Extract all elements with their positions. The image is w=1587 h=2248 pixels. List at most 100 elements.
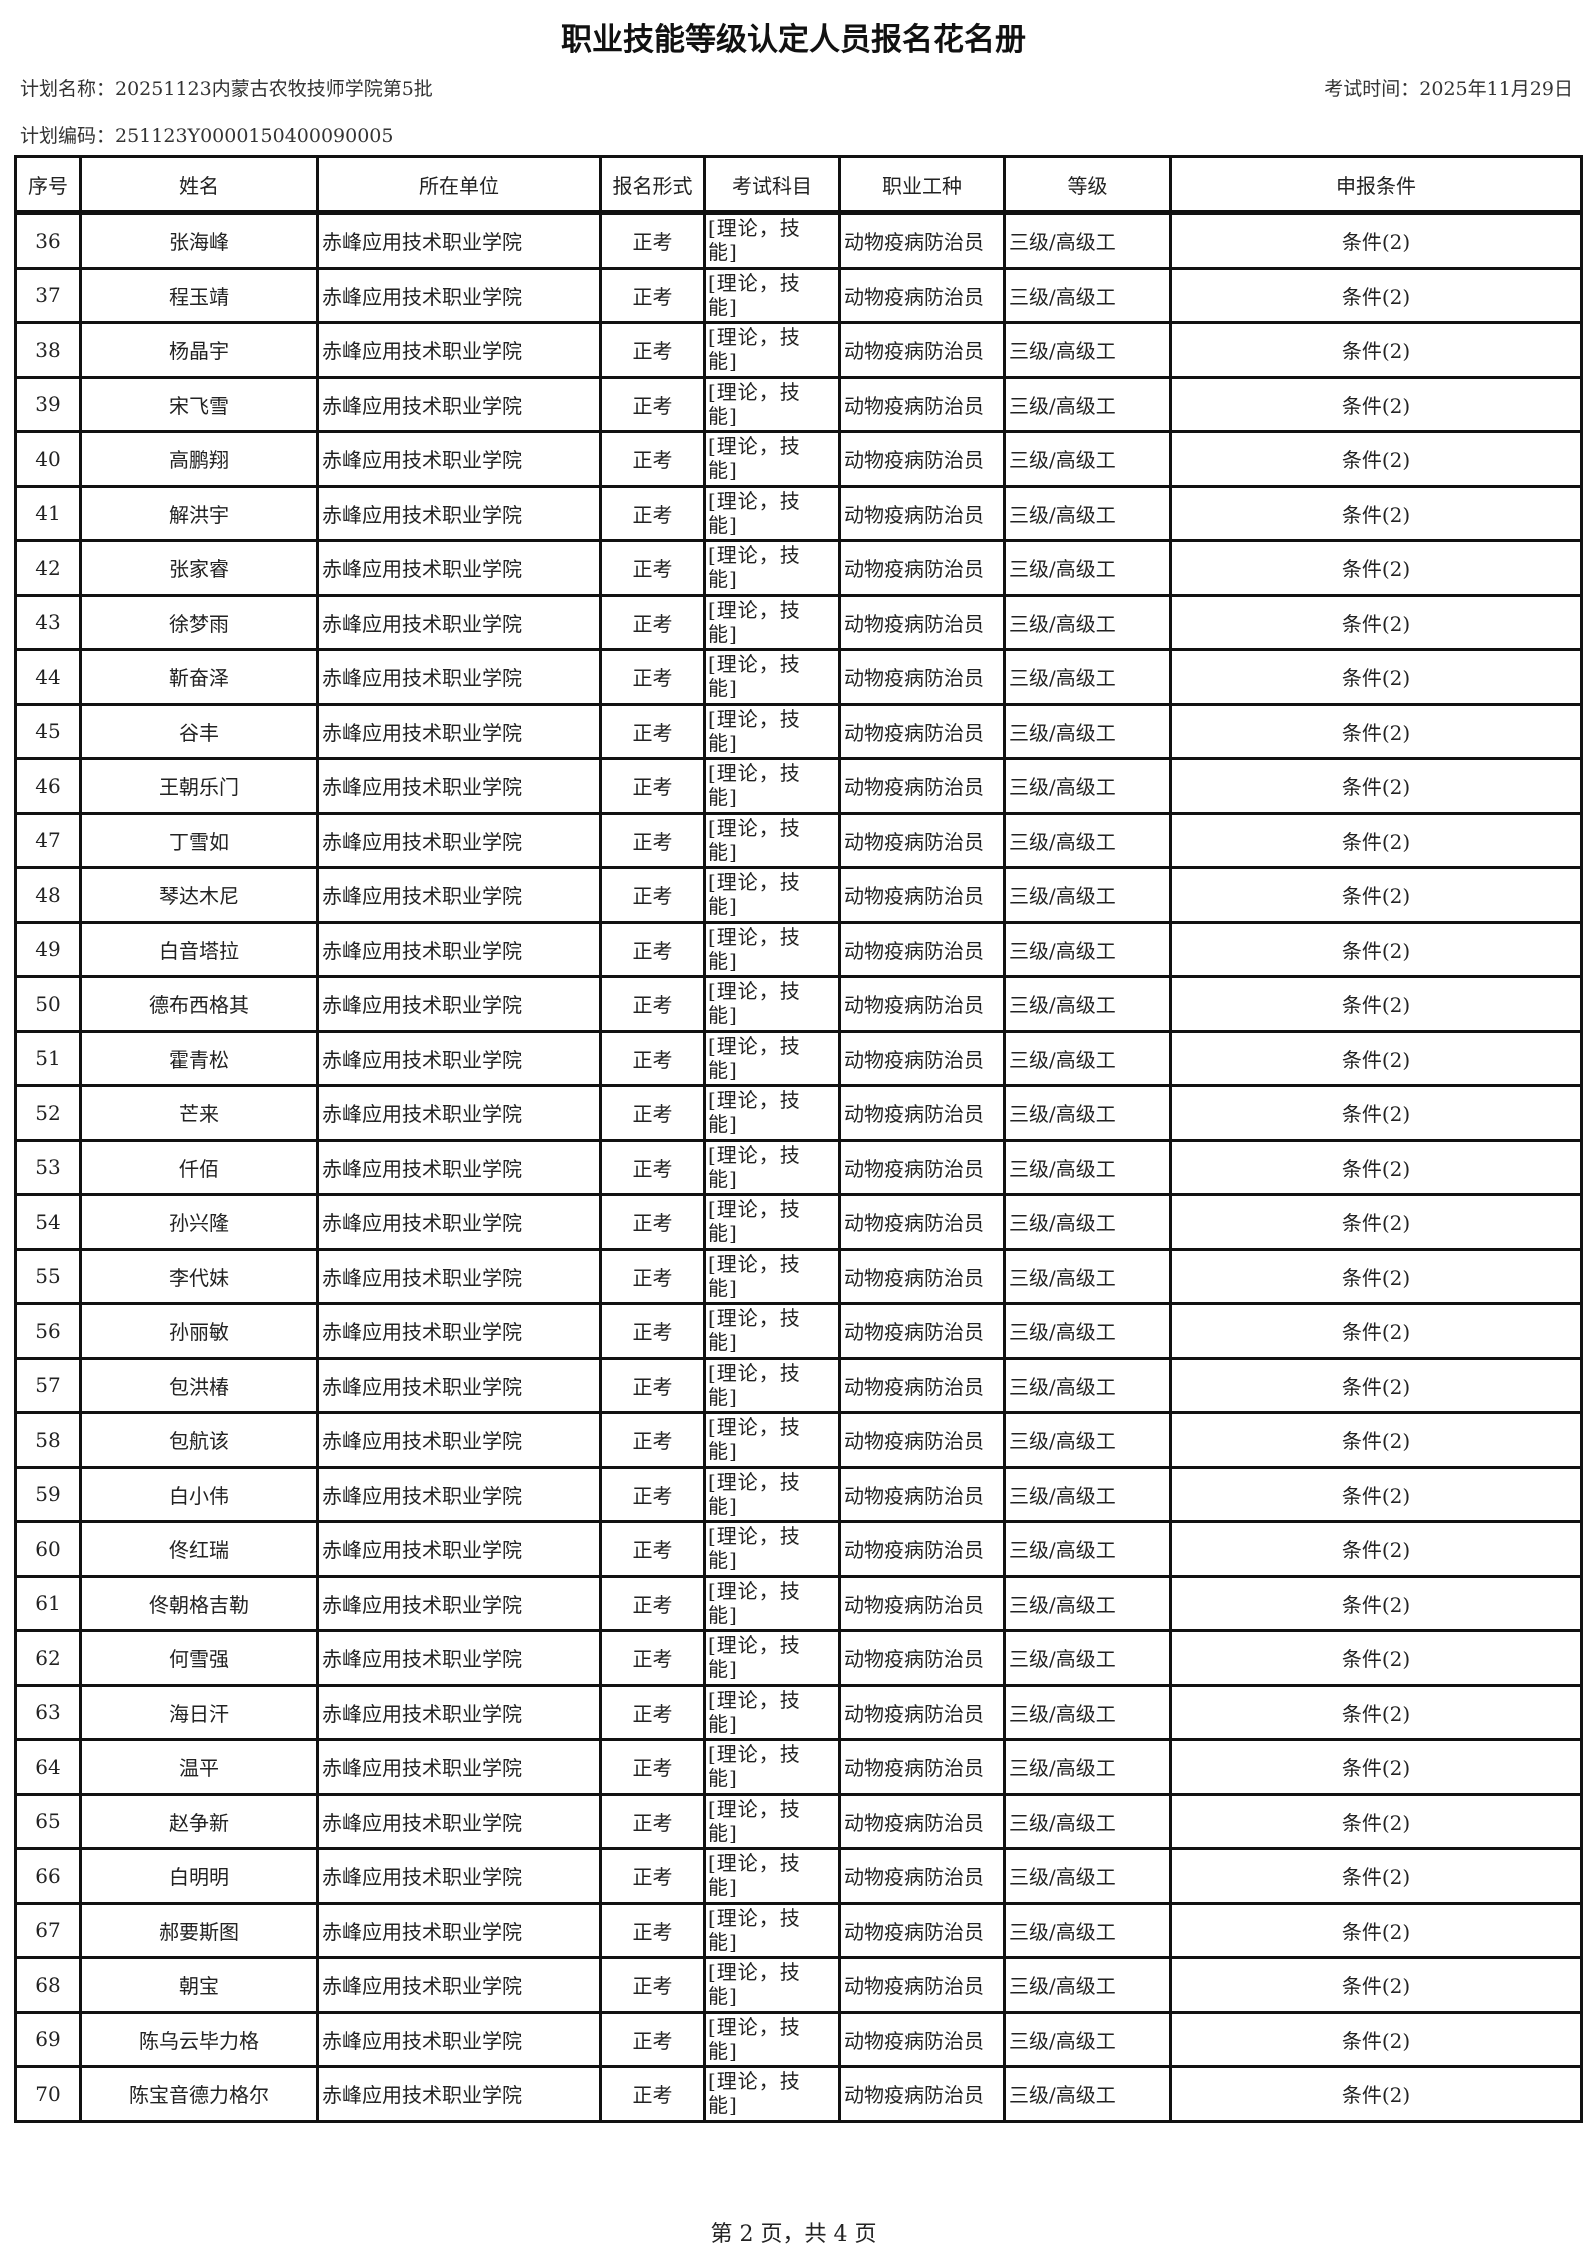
job-cell: 动物疫病防治员 [838,539,1006,597]
unit-cell: 赤峰应用技术职业学院 [316,375,602,433]
subject-text: [理论，技能] [708,1524,801,1572]
subject-cell: [理论，技能] [703,1683,841,1741]
subject-text: [理论，技能] [708,216,801,264]
job-cell: 动物疫病防治员 [838,1683,1006,1741]
table-row: 36 张海峰 赤峰应用技术职业学院 正考 [理论，技能] 动物疫病防治员 三级/高级工 条件(… [14,211,1583,270]
document-title: 职业技能等级认定人员报名花名册 [561,22,1026,58]
name-cell: 包航该 [79,1411,319,1469]
subject-cell: [理论，技能] [703,1901,841,1959]
form-cell: 正考 [599,1411,706,1469]
job-cell: 动物疫病防治员 [838,1193,1006,1251]
level-cell: 三级/高级工 [1003,975,1172,1033]
subject-text: [理论，技能] [708,979,801,1027]
form-cell: 正考 [599,1193,706,1251]
condition-cell: 条件(2) [1169,375,1583,433]
page-indicator: 第 2 页，共 4 页 [710,2222,877,2247]
subject-text: [理论，技能] [708,270,801,319]
form-cell: 正考 [599,866,706,924]
table-row: 51 霍青松 赤峰应用技术职业学院 正考 [理论，技能] 动物疫病防治员 三级/高级工 条件(… [14,1029,1583,1087]
table-row: 54 孙兴隆 赤峰应用技术职业学院 正考 [理论，技能] 动物疫病防治员 三级/高级工 条件(… [14,1193,1583,1251]
table-row: 48 琴达木尼 赤峰应用技术职业学院 正考 [理论，技能] 动物疫病防治员 三级/高级工 条件… [14,866,1583,924]
row-number: 60 [14,1520,82,1578]
unit-cell: 赤峰应用技术职业学院 [316,975,602,1033]
name-cell: 杨晶宇 [79,321,319,379]
subject-text: [理论，技能] [708,870,801,918]
condition-cell: 条件(2) [1169,1520,1583,1578]
unit-cell: 赤峰应用技术职业学院 [316,321,602,379]
row-number: 67 [14,1901,82,1959]
name-cell: 谷丰 [79,702,319,760]
unit-cell: 赤峰应用技术职业学院 [316,648,602,706]
name-cell: 仟佰 [79,1138,319,1196]
level-cell: 三级/高级工 [1003,1465,1172,1523]
condition-cell: 条件(2) [1169,266,1583,324]
header-name: 姓名 [79,155,319,214]
table-row: 68 朝宝 赤峰应用技术职业学院 正考 [理论，技能] 动物疫病防治员 三级/高级工 条件(2… [14,1956,1583,2014]
condition-cell: 条件(2) [1169,1629,1583,1687]
level-cell: 三级/高级工 [1003,811,1172,869]
subject-text: [理论，技能] [708,924,801,973]
unit-cell: 赤峰应用技术职业学院 [316,1465,602,1523]
subject-cell: [理论，技能] [703,2065,841,2123]
job-cell: 动物疫病防治员 [838,1956,1006,2014]
row-number: 46 [14,757,82,815]
condition-cell: 条件(2) [1169,1465,1583,1523]
subject-text: [理论，技能] [708,488,801,537]
row-number: 47 [14,811,82,869]
level-cell: 三级/高级工 [1003,1792,1172,1850]
condition-cell: 条件(2) [1169,2010,1583,2068]
row-number: 45 [14,702,82,760]
form-cell: 正考 [599,648,706,706]
name-cell: 白小伟 [79,1465,319,1523]
table-row: 45 谷丰 赤峰应用技术职业学院 正考 [理论，技能] 动物疫病防治员 三级/高级工 条件(2… [14,702,1583,760]
subject-cell: [理论，技能] [703,702,841,760]
row-number: 50 [14,975,82,1033]
level-cell: 三级/高级工 [1003,1193,1172,1251]
form-cell: 正考 [599,1738,706,1796]
name-cell: 张海峰 [79,211,319,270]
condition-cell: 条件(2) [1169,1084,1583,1142]
job-cell: 动物疫病防治员 [838,430,1006,488]
row-number: 65 [14,1792,82,1850]
condition-cell: 条件(2) [1169,757,1583,815]
table-row: 47 丁雪如 赤峰应用技术职业学院 正考 [理论，技能] 动物疫病防治员 三级/高级工 条件(… [14,811,1583,869]
name-cell: 霍青松 [79,1029,319,1087]
form-cell: 正考 [599,484,706,542]
table-row: 60 佟红瑞 赤峰应用技术职业学院 正考 [理论，技能] 动物疫病防治员 三级/高级工 条件(… [14,1520,1583,1578]
form-cell: 正考 [599,1084,706,1142]
level-cell: 三级/高级工 [1003,1138,1172,1196]
level-cell: 三级/高级工 [1003,1411,1172,1469]
row-number: 54 [14,1193,82,1251]
table-row: 50 德布西格其 赤峰应用技术职业学院 正考 [理论，技能] 动物疫病防治员 三级/高级工条… [14,975,1583,1033]
subject-text: [理论，技能] [708,652,801,700]
row-number: 43 [14,593,82,651]
subject-cell: [理论，技能] [703,375,841,433]
form-cell: 正考 [599,920,706,978]
level-cell: 三级/高级工 [1003,757,1172,815]
form-cell: 正考 [599,1683,706,1741]
unit-cell: 赤峰应用技术职业学院 [316,1520,602,1578]
name-cell: 陈乌云毕力格 [79,2010,319,2068]
subject-text: [理论，技能] [708,1251,801,1300]
name-cell: 李代妹 [79,1247,319,1305]
form-cell: 正考 [599,757,706,815]
job-cell: 动物疫病防治员 [838,866,1006,924]
table-row: 70 陈宝音德力格尔 赤峰应用技术职业学院 正考 [理论，技能] 动物疫病防治员 三级/高级… [14,2065,1583,2123]
row-number: 49 [14,920,82,978]
unit-cell: 赤峰应用技术职业学院 [316,211,602,270]
level-cell: 三级/高级工 [1003,1084,1172,1142]
row-number: 63 [14,1683,82,1741]
subject-cell: [理论，技能] [703,975,841,1033]
name-cell: 白音塔拉 [79,920,319,978]
table-row: 37 程玉靖 赤峰应用技术职业学院 正考 [理论，技能] 动物疫病防治员 三级/高级工 条件(… [14,266,1583,324]
table-row: 58 包航该 赤峰应用技术职业学院 正考 [理论，技能] 动物疫病防治员 三级/高级工 条件(… [14,1411,1583,1469]
name-cell: 赵争新 [79,1792,319,1850]
condition-cell: 条件(2) [1169,1792,1583,1850]
name-cell: 靳奋泽 [79,648,319,706]
table-row: 42 张家睿 赤峰应用技术职业学院 正考 [理论，技能] 动物疫病防治员 三级/高级工 条件(… [14,539,1583,597]
name-cell: 佟红瑞 [79,1520,319,1578]
header-level: 等级 [1003,155,1172,214]
subject-cell: [理论，技能] [703,1847,841,1905]
subject-cell: [理论，技能] [703,539,841,597]
job-cell: 动物疫病防治员 [838,1520,1006,1578]
